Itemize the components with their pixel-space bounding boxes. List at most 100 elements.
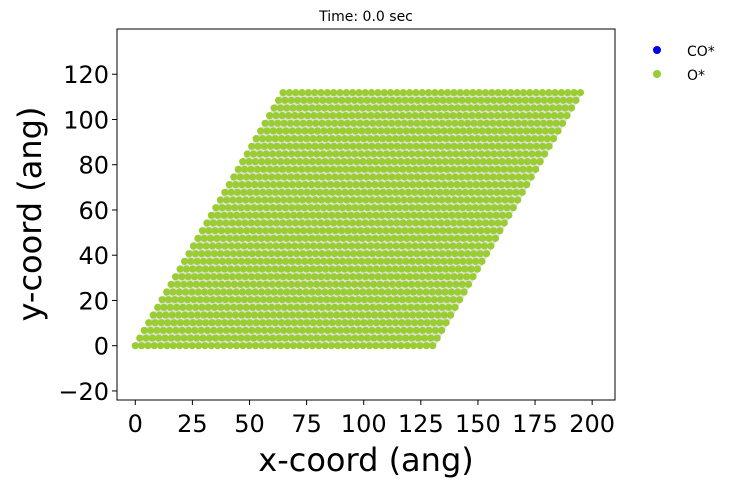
site-point — [383, 127, 391, 135]
site-point — [393, 142, 401, 150]
site-point — [363, 173, 371, 181]
site-point — [270, 288, 278, 296]
site-point — [380, 219, 388, 227]
site-point — [278, 296, 286, 304]
site-point — [302, 104, 310, 112]
site-point — [360, 135, 368, 143]
site-point — [415, 127, 423, 135]
site-point — [269, 334, 277, 342]
site-point — [355, 273, 363, 281]
site-point — [401, 96, 409, 104]
site-point — [275, 334, 283, 342]
site-point — [528, 96, 536, 104]
site-point — [326, 127, 334, 135]
site-point — [294, 280, 302, 288]
site-point — [243, 227, 251, 235]
site-point — [295, 127, 303, 135]
site-point — [539, 142, 547, 150]
site-point — [479, 104, 487, 112]
site-point — [300, 96, 308, 104]
site-point — [552, 119, 560, 127]
site-point — [325, 96, 333, 104]
site-point — [200, 288, 209, 296]
site-point — [344, 334, 353, 342]
site-point — [188, 342, 196, 350]
site-point — [377, 311, 385, 319]
site-point — [290, 211, 298, 219]
site-point — [331, 227, 339, 235]
site-point — [334, 319, 343, 327]
site-point — [320, 127, 328, 135]
site-point — [409, 311, 417, 319]
site-point — [433, 280, 441, 288]
site-point — [217, 227, 226, 235]
site-point — [384, 104, 392, 112]
site-point — [182, 288, 190, 296]
site-point — [491, 181, 499, 189]
site-point — [415, 181, 423, 189]
site-point — [469, 196, 478, 204]
site-point — [294, 204, 302, 212]
site-point — [405, 219, 413, 227]
site-point — [441, 104, 449, 112]
site-point — [251, 288, 259, 296]
site-point — [249, 150, 258, 158]
site-point — [182, 342, 190, 350]
site-point — [313, 257, 322, 265]
site-point — [444, 196, 452, 204]
site-point — [377, 181, 385, 189]
site-point — [274, 303, 282, 311]
site-point — [358, 257, 366, 265]
site-point — [359, 158, 367, 166]
site-point — [455, 242, 463, 250]
site-point — [445, 173, 453, 181]
site-point — [351, 257, 359, 265]
site-point — [265, 265, 273, 273]
site-point — [328, 188, 336, 196]
site-point — [145, 319, 153, 327]
site-point — [324, 142, 332, 150]
site-point — [288, 181, 297, 189]
site-point — [307, 181, 316, 189]
site-point — [364, 311, 372, 319]
site-point — [390, 311, 398, 319]
site-point — [332, 127, 341, 135]
site-point — [405, 296, 413, 304]
legend-marker-o — [653, 70, 661, 78]
site-point — [236, 173, 244, 181]
site-point — [349, 250, 358, 258]
site-point — [495, 196, 503, 204]
site-point — [357, 334, 365, 342]
site-point — [314, 104, 322, 112]
site-point — [351, 150, 359, 158]
site-point — [284, 265, 292, 273]
site-point — [452, 150, 460, 158]
site-point — [205, 227, 213, 235]
site-point — [499, 188, 507, 196]
site-point — [424, 89, 433, 97]
site-point — [319, 150, 327, 158]
site-point — [557, 89, 566, 97]
site-point — [301, 311, 309, 319]
site-point — [362, 119, 370, 127]
site-point — [414, 96, 422, 104]
site-point — [291, 219, 300, 227]
site-point — [222, 273, 230, 281]
site-point — [406, 250, 415, 258]
site-point — [451, 250, 459, 258]
site-point — [451, 173, 459, 181]
site-point — [478, 257, 486, 265]
site-point — [363, 280, 371, 288]
site-point — [344, 227, 352, 235]
site-point — [510, 104, 519, 112]
site-point — [349, 142, 357, 150]
site-point — [284, 112, 293, 120]
site-point — [356, 119, 364, 127]
site-point — [282, 257, 290, 265]
site-point — [292, 89, 300, 97]
site-point — [230, 303, 238, 311]
site-point — [327, 158, 335, 166]
site-point — [475, 219, 483, 227]
site-point — [378, 288, 386, 296]
site-point — [242, 250, 250, 258]
